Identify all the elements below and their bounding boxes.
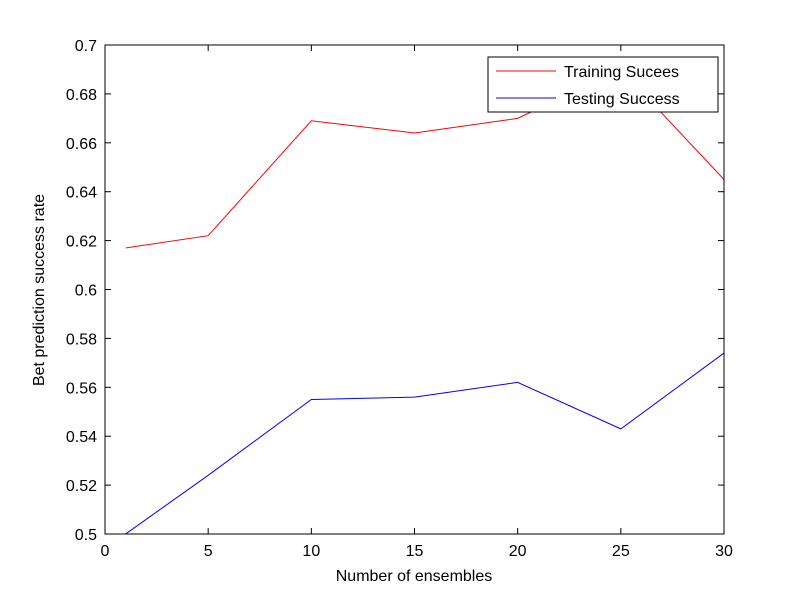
y-tick-label: 0.56 — [66, 380, 97, 397]
y-axis-label: Bet prediction success rate — [31, 194, 48, 386]
x-tick-label: 10 — [302, 543, 320, 560]
legend-label-testing: Testing Success — [564, 91, 680, 108]
x-tick-label: 30 — [715, 543, 733, 560]
x-tick-label: 15 — [406, 543, 424, 560]
y-tick-label: 0.68 — [66, 87, 97, 104]
x-axis-label: Number of ensembles — [336, 568, 493, 585]
ticks-layer: 0 5 10 15 20 25 30 0.5 0.52 0.54 0.56 0.58 0.6 0.62 0.… — [66, 38, 733, 560]
x-tick-label: 25 — [612, 543, 630, 560]
y-tick-label: 0.7 — [75, 38, 97, 55]
legend: Training Sucees Testing Success — [487, 56, 719, 113]
y-tick-label: 0.58 — [66, 331, 97, 348]
x-tick-label: 0 — [101, 543, 110, 560]
series-layer — [125, 68, 724, 534]
y-tick-label: 0.64 — [66, 185, 97, 202]
y-tick-label: 0.54 — [66, 429, 97, 446]
y-tick-label: 0.6 — [75, 283, 97, 300]
x-tick-label: 20 — [509, 543, 527, 560]
y-tick-label: 0.66 — [66, 136, 97, 153]
x-tick-label: 5 — [204, 543, 213, 560]
y-tick-label: 0.52 — [66, 478, 97, 495]
plot-frame — [104, 44, 725, 535]
testing-success-line — [125, 352, 724, 534]
y-tick-label: 0.5 — [75, 527, 97, 544]
legend-box — [487, 56, 719, 113]
legend-label-training: Training Sucees — [564, 64, 679, 81]
y-tick-label: 0.62 — [66, 234, 97, 251]
